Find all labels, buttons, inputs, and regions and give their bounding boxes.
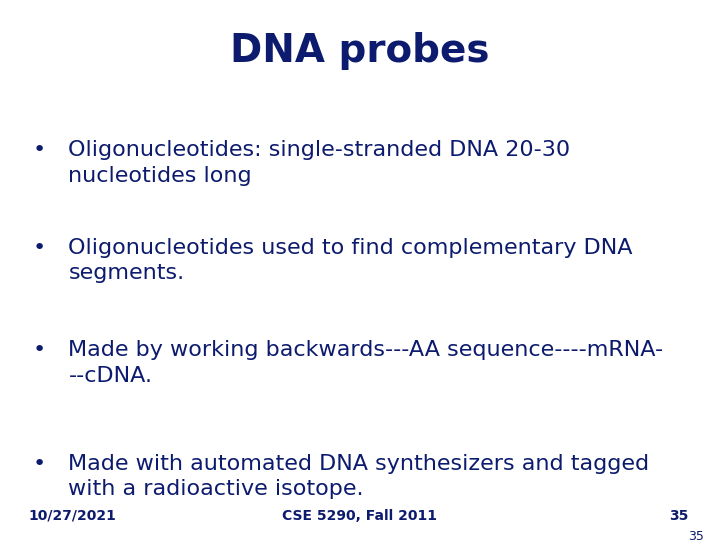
Text: 35: 35 <box>688 530 703 540</box>
Text: CSE 5290, Fall 2011: CSE 5290, Fall 2011 <box>282 509 438 523</box>
Text: •: • <box>33 454 46 474</box>
Text: 10/27/2021: 10/27/2021 <box>29 509 117 523</box>
Text: DNA probes: DNA probes <box>230 32 490 70</box>
Text: •: • <box>33 340 46 360</box>
Text: Made by working backwards---AA sequence----mRNA-
--cDNA.: Made by working backwards---AA sequence-… <box>68 340 664 386</box>
Text: •: • <box>33 140 46 160</box>
Text: 35: 35 <box>670 509 689 523</box>
Text: Made with automated DNA synthesizers and tagged
with a radioactive isotope.: Made with automated DNA synthesizers and… <box>68 454 649 499</box>
Text: •: • <box>33 238 46 258</box>
Text: Oligonucleotides: single-stranded DNA 20-30
nucleotides long: Oligonucleotides: single-stranded DNA 20… <box>68 140 570 186</box>
Text: Oligonucleotides used to find complementary DNA
segments.: Oligonucleotides used to find complement… <box>68 238 633 283</box>
